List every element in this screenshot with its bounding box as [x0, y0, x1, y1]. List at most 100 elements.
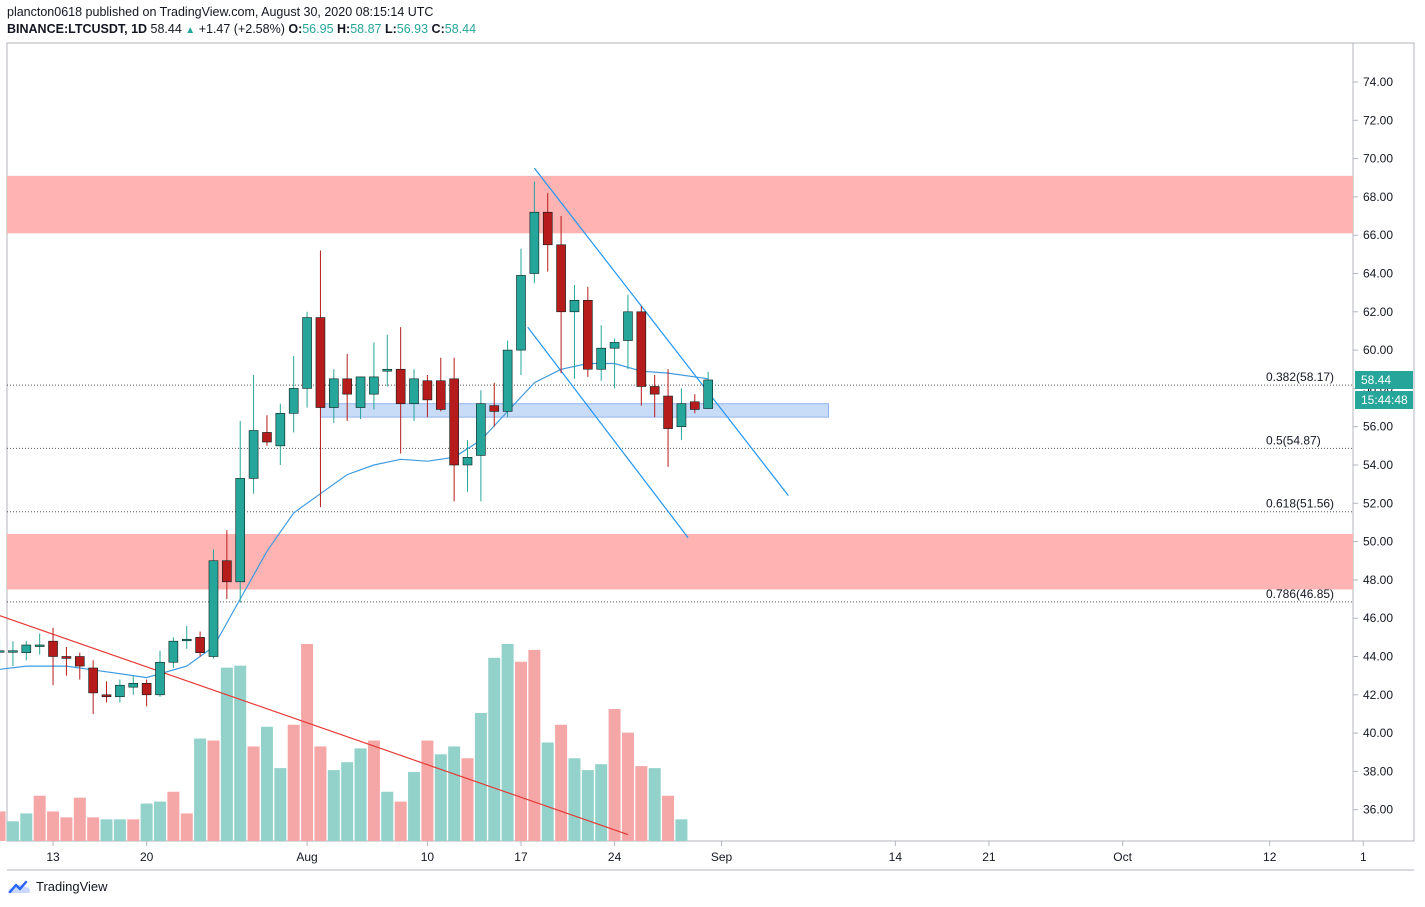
- volume-bar-8: [87, 817, 100, 841]
- last-price-tag: 58.44: [1355, 371, 1413, 389]
- candle-body-9: [115, 684, 125, 698]
- ohlc-line: BINANCE:LTCUSDT, 1D 58.44 ▲ +1.47 (+2.58…: [7, 21, 476, 39]
- candle-body-24: [315, 317, 326, 408]
- candle-body-34: [449, 378, 459, 466]
- y-tick-label-12: 50.00: [1363, 535, 1393, 549]
- volume-bar-12: [140, 803, 153, 841]
- y-tick-label-15: 44.00: [1363, 650, 1393, 664]
- volume-bar-19: [234, 665, 247, 841]
- y-tick-label-1: 72.00: [1363, 113, 1393, 127]
- tradingview-logo[interactable]: TradingView: [7, 879, 108, 894]
- x-tick-label-9: Oct: [1113, 850, 1132, 864]
- x-tick-label-2: Aug: [296, 850, 317, 864]
- open-value: 56.95: [302, 22, 334, 36]
- volume-bar-16: [194, 738, 207, 841]
- candle-body-37: [489, 405, 500, 412]
- volume-bar-45: [581, 770, 594, 841]
- volume-bar-14: [167, 791, 180, 841]
- candle-body-32: [422, 380, 433, 401]
- x-tick-label-10: 12: [1263, 850, 1277, 864]
- candle-body-8: [101, 694, 112, 698]
- candle-body-6: [74, 656, 85, 667]
- volume-bar-36: [461, 758, 474, 841]
- volume-bar-25: [314, 746, 327, 841]
- y-tick-label-9: 56.00: [1363, 420, 1393, 434]
- volume-bar-9: [100, 819, 113, 841]
- volume-bar-44: [568, 758, 581, 841]
- candle-body-17: [222, 560, 232, 583]
- candle-body-19: [248, 430, 259, 479]
- fib-label-0: 0.382(58.17): [1266, 370, 1334, 384]
- candle-body-38: [502, 349, 513, 412]
- volume-bar-20: [247, 746, 260, 841]
- candle-body-5: [61, 656, 72, 659]
- low-label: L:: [384, 22, 397, 36]
- volume-bar-28: [354, 748, 367, 841]
- chart-header: plancton0618 published on TradingView.co…: [7, 4, 476, 39]
- candle-body-48: [636, 311, 647, 387]
- change-value: +1.47 (+2.58%): [198, 22, 285, 36]
- candle-body-13: [168, 640, 179, 663]
- resistance-zone: [7, 175, 1353, 234]
- volume-bar-21: [260, 726, 273, 841]
- candle-body-0: [0, 650, 5, 653]
- candle-body-11: [141, 683, 152, 696]
- y-tick-label-4: 66.00: [1363, 228, 1393, 242]
- volume-bar-23: [287, 724, 300, 841]
- y-tick-label-16: 42.00: [1363, 688, 1393, 702]
- x-tick-label-1: 20: [140, 850, 154, 864]
- volume-bar-33: [421, 740, 434, 841]
- candle-body-18: [235, 478, 246, 583]
- candle-body-46: [609, 342, 620, 349]
- x-tick-label-4: 17: [514, 850, 528, 864]
- candle-body-16: [208, 560, 219, 657]
- caret-up-icon: ▲: [185, 25, 196, 36]
- x-tick-label-6: Sep: [711, 850, 733, 864]
- candle-body-21: [275, 412, 286, 447]
- volume-bar-43: [555, 724, 568, 841]
- fib-label-2: 0.618(51.56): [1266, 497, 1334, 511]
- candle-body-25: [329, 378, 339, 408]
- y-tick-label-0: 74.00: [1363, 75, 1393, 89]
- candle-body-43: [569, 300, 580, 313]
- candle-body-41: [542, 211, 553, 246]
- volume-bar-30: [381, 791, 394, 841]
- x-tick-label-11: 1: [1360, 850, 1367, 864]
- candle-body-3: [34, 644, 45, 647]
- volume-bar-18: [220, 667, 233, 841]
- candle-body-47: [623, 311, 633, 341]
- open-label: O:: [288, 22, 303, 36]
- candle-body-28: [369, 376, 379, 395]
- y-tick-label-2: 70.00: [1363, 152, 1393, 166]
- candle-body-51: [676, 403, 687, 428]
- y-tick-label-11: 52.00: [1363, 496, 1393, 510]
- y-tick-label-5: 64.00: [1363, 267, 1393, 281]
- volume-bar-10: [113, 819, 126, 841]
- x-tick-label-5: 24: [608, 850, 622, 864]
- candle-body-31: [409, 378, 419, 405]
- volume-bar-39: [501, 644, 514, 841]
- last-price: 58.44: [150, 22, 182, 36]
- x-tick-label-3: 10: [421, 850, 435, 864]
- volume-bar-52: [675, 819, 688, 841]
- volume-bar-48: [621, 732, 634, 841]
- volume-bar-49: [635, 766, 648, 841]
- brand-name: TradingView: [36, 879, 108, 894]
- symbol-label: BINANCE:LTCUSDT, 1D: [7, 22, 148, 36]
- volume-bar-15: [180, 813, 193, 841]
- volume-bar-38: [488, 657, 501, 841]
- volume-bar-35: [448, 746, 461, 841]
- volume-bar-6: [60, 817, 73, 841]
- candle-body-44: [583, 300, 593, 370]
- channel-lower-trendline: [527, 326, 689, 539]
- high-label: H:: [337, 22, 351, 36]
- high-value: 58.87: [350, 22, 382, 36]
- volume-bar-31: [394, 801, 407, 841]
- volume-bar-40: [514, 661, 527, 841]
- volume-bar-22: [274, 768, 287, 841]
- candle-body-53: [703, 379, 713, 409]
- volume-bar-5: [47, 811, 60, 841]
- candle-body-27: [355, 376, 366, 408]
- candle-body-42: [556, 244, 566, 313]
